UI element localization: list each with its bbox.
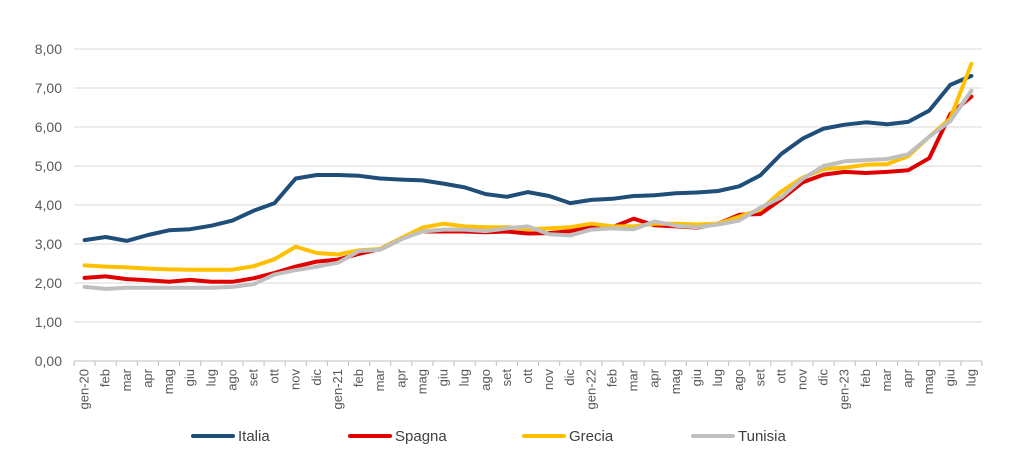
x-tick-label: giu bbox=[689, 369, 704, 386]
legend-item-italia: Italia bbox=[191, 428, 270, 445]
x-tick-label: ott bbox=[773, 369, 788, 384]
y-tick-label: 4,00 bbox=[35, 197, 62, 213]
x-tick-label: feb bbox=[858, 369, 873, 387]
x-tick-label: nov bbox=[288, 369, 303, 390]
x-tick-label: lug bbox=[203, 369, 218, 386]
x-tick-label: mar bbox=[626, 368, 641, 391]
legend-label: Tunisia bbox=[738, 428, 786, 445]
y-tick-label: 6,00 bbox=[35, 119, 62, 135]
y-tick-label: 7,00 bbox=[35, 80, 62, 96]
gridlines bbox=[74, 48, 982, 362]
series-line-italia bbox=[82, 73, 974, 243]
legend-item-spagna: Spagna bbox=[348, 428, 447, 445]
x-tick-label: ago bbox=[478, 369, 493, 391]
x-tick-label: lug bbox=[710, 369, 725, 386]
x-tick-label: apr bbox=[140, 368, 155, 387]
series-lines bbox=[82, 61, 974, 291]
x-tick-label: mar bbox=[879, 368, 894, 391]
x-tick-label: gen-22 bbox=[583, 369, 598, 409]
legend-label: Italia bbox=[238, 428, 270, 445]
legend-label: Grecia bbox=[569, 428, 614, 445]
y-tick-label: 8,00 bbox=[35, 41, 62, 57]
x-tick-label: nov bbox=[541, 369, 556, 390]
x-tick-label: feb bbox=[351, 369, 366, 387]
x-tick-label: apr bbox=[647, 368, 662, 387]
x-tick-label: nov bbox=[795, 369, 810, 390]
x-tick-label: dic bbox=[562, 369, 577, 386]
x-tick-label: giu bbox=[182, 369, 197, 386]
x-tick-label: set bbox=[752, 369, 767, 387]
x-tick-label: feb bbox=[98, 369, 113, 387]
y-tick-label: 0,00 bbox=[35, 353, 62, 369]
x-tick-label: mag bbox=[921, 369, 936, 394]
x-tick-label: giu bbox=[436, 369, 451, 386]
x-tick-label: giu bbox=[942, 369, 957, 386]
x-tick-label: mag bbox=[414, 369, 429, 394]
x-tick-label: gen-23 bbox=[837, 369, 852, 409]
y-tick-label: 1,00 bbox=[35, 314, 62, 330]
x-tick-label: ago bbox=[224, 369, 239, 391]
x-tick-label: dic bbox=[816, 369, 831, 386]
y-tick-label: 3,00 bbox=[35, 236, 62, 252]
legend-item-grecia: Grecia bbox=[522, 428, 614, 445]
x-axis-ticks: gen-20 feb mar apr mag giu lug ago set ott nov dic g… bbox=[73, 361, 983, 409]
x-tick-label: mag bbox=[668, 369, 683, 394]
x-tick-label: ago bbox=[731, 369, 746, 391]
x-tick-label: ott bbox=[267, 369, 282, 384]
x-tick-label: set bbox=[245, 369, 260, 387]
legend-label: Spagna bbox=[395, 428, 447, 445]
x-tick-label: feb bbox=[604, 369, 619, 387]
x-tick-label: apr bbox=[900, 368, 915, 387]
x-tick-label: mag bbox=[161, 369, 176, 394]
x-tick-label: dic bbox=[309, 369, 324, 386]
x-tick-label: lug bbox=[963, 369, 978, 386]
x-tick-label: apr bbox=[393, 368, 408, 387]
y-tick-label: 5,00 bbox=[35, 158, 62, 174]
legend-item-tunisia: Tunisia bbox=[691, 428, 786, 445]
y-tick-label: 2,00 bbox=[35, 275, 62, 291]
x-tick-label: gen-20 bbox=[77, 369, 92, 409]
series-line-grecia bbox=[82, 61, 974, 272]
x-tick-label: mar bbox=[372, 368, 387, 391]
series-line-tunisia bbox=[82, 88, 974, 291]
x-tick-label: lug bbox=[457, 369, 472, 386]
x-tick-label: mar bbox=[119, 368, 134, 391]
y-axis-ticks: 0,00 1,00 2,00 3,00 4,00 5,00 6,00 7,00 8,00 bbox=[35, 41, 62, 369]
legend: Italia Spagna Grecia Tunisia bbox=[191, 428, 786, 445]
x-tick-label: ott bbox=[520, 369, 535, 384]
x-tick-label: gen-21 bbox=[330, 369, 345, 409]
series-line-spagna bbox=[82, 94, 974, 284]
x-tick-label: set bbox=[499, 369, 514, 387]
